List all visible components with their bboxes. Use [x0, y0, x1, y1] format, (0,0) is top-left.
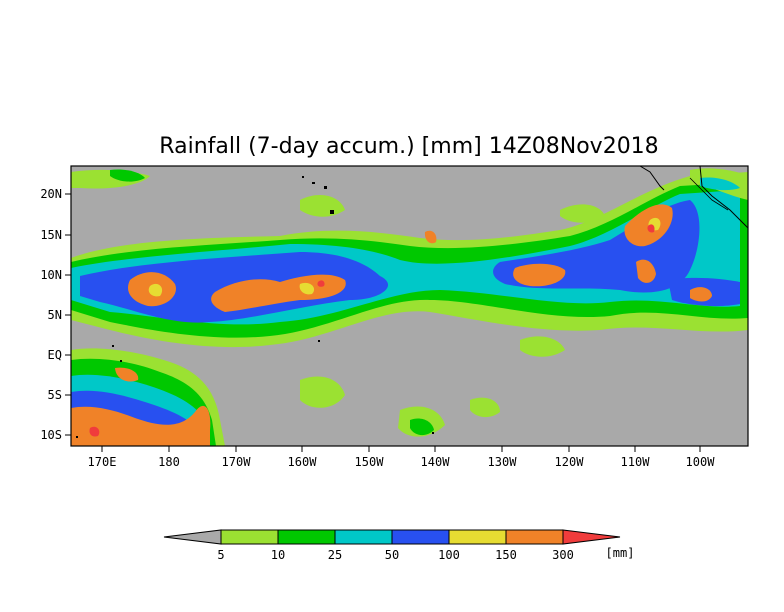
- lon-label-110w: 110W: [621, 455, 651, 469]
- lat-label-10n: 10N: [40, 268, 62, 282]
- colorbar-segment-3: [334, 529, 393, 545]
- lat-label-5s: 5S: [48, 388, 62, 402]
- lat-label-5n: 5N: [48, 308, 62, 322]
- colorbar-label-25: 25: [328, 548, 342, 562]
- latitude-axis: [65, 193, 71, 436]
- map-frame: [70, 165, 749, 447]
- lat-label-eq: EQ: [48, 348, 62, 362]
- lon-label-100w: 100W: [686, 455, 716, 469]
- colorbar-high-arrow: [562, 529, 621, 545]
- lon-label-140w: 140W: [421, 455, 451, 469]
- longitude-axis: [101, 446, 701, 452]
- colorbar: 5 10 25 50 100 150 300 [mm]: [163, 529, 635, 562]
- map-title: Rainfall (7-day accum.) [mm] 14Z08Nov201…: [159, 134, 658, 159]
- rainfall-map: [70, 165, 749, 447]
- colorbar-label-5: 5: [217, 548, 224, 562]
- lon-label-150w: 150W: [355, 455, 385, 469]
- colorbar-unit: [mm]: [606, 546, 635, 560]
- colorbar-label-50: 50: [385, 548, 399, 562]
- colorbar-segment-1: [220, 529, 279, 545]
- lon-label-180: 180: [158, 455, 180, 469]
- lat-label-15n: 15N: [40, 228, 62, 242]
- colorbar-segment-5: [448, 529, 507, 545]
- colorbar-segment-2: [277, 529, 336, 545]
- colorbar-label-100: 100: [438, 548, 460, 562]
- lat-label-10s: 10S: [40, 428, 62, 442]
- lon-label-170e: 170E: [88, 455, 117, 469]
- colorbar-label-300: 300: [552, 548, 574, 562]
- rainfall-field: [71, 166, 748, 446]
- colorbar-label-10: 10: [271, 548, 285, 562]
- lon-label-170w: 170W: [222, 455, 252, 469]
- lon-label-160w: 160W: [288, 455, 318, 469]
- lon-label-120w: 120W: [555, 455, 585, 469]
- colorbar-low-arrow: [163, 529, 222, 545]
- colorbar-label-150: 150: [495, 548, 517, 562]
- lat-label-20n: 20N: [40, 187, 62, 201]
- lon-label-130w: 130W: [488, 455, 518, 469]
- colorbar-segment-6: [505, 529, 564, 545]
- colorbar-segment-4: [391, 529, 450, 545]
